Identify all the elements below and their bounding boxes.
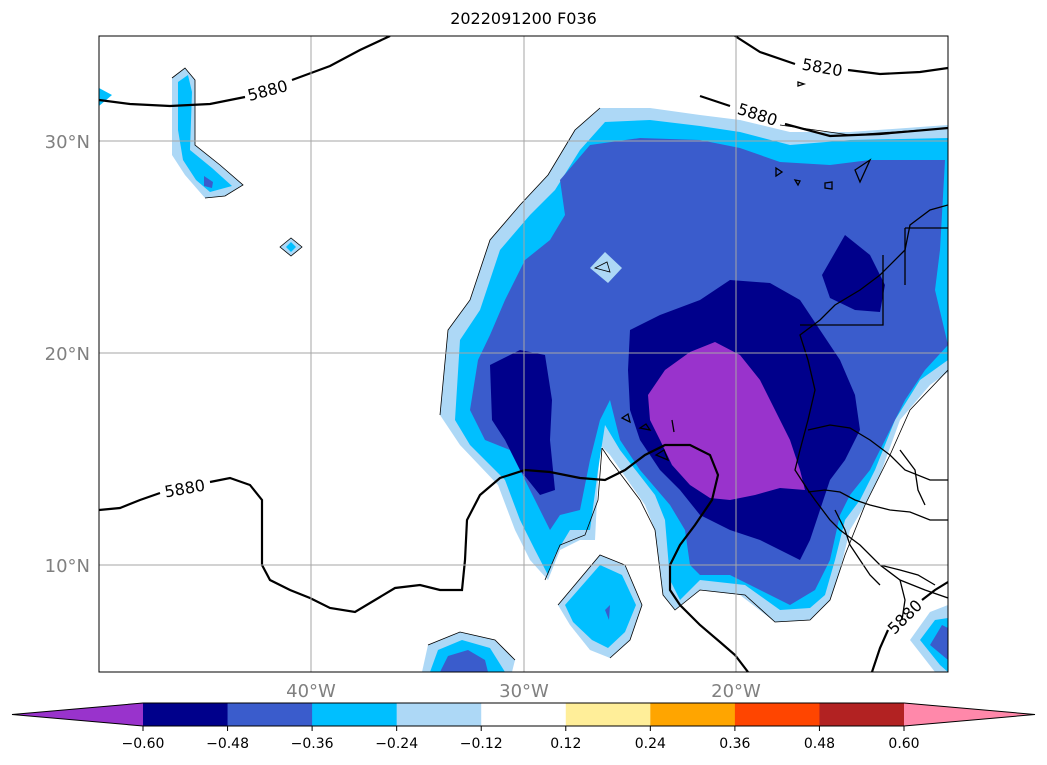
colorbar-tick-label: −0.24 <box>375 736 418 752</box>
colorbar-tick-label: 0.12 <box>550 736 581 752</box>
colorbar-tick-label: 0.36 <box>719 736 750 752</box>
colorbar-tick-label: −0.12 <box>460 736 503 752</box>
anomaly-light-spot <box>590 252 622 283</box>
colorbar-segment <box>312 703 398 726</box>
anomaly-navy-ne <box>822 235 885 312</box>
colorbar-tick-label: −0.60 <box>122 736 165 752</box>
colorbar-tick-label: 0.24 <box>635 736 666 752</box>
colorbar: −0.60 −0.48 −0.36 −0.24 −0.12 0.12 0.24 0.36 0.4… <box>11 702 1036 752</box>
anomaly-navy <box>490 350 555 495</box>
anomaly-purple <box>648 342 805 500</box>
colorbar-tick-label: −0.36 <box>291 736 334 752</box>
colorbar-segment <box>734 703 820 726</box>
colorbar-segment <box>143 703 229 726</box>
colorbar-extend-low <box>12 703 143 726</box>
colorbar-segment <box>481 703 567 726</box>
colorbar-segment <box>565 703 651 726</box>
map-frame <box>98 35 949 673</box>
lat-label-30n: 30°N <box>45 132 90 153</box>
colorbar-tick-label: −0.48 <box>206 736 249 752</box>
colorbar-segment <box>227 703 313 726</box>
lon-label-30w: 30°W <box>499 681 549 702</box>
lon-label-40w: 40°W <box>286 681 336 702</box>
colorbar-extend-high <box>904 703 1035 726</box>
lon-label-20w: 20°W <box>711 681 761 702</box>
colorbar-segment <box>819 703 905 726</box>
colorbar-tick-label: 0.60 <box>888 736 919 752</box>
coastline <box>620 81 948 621</box>
gridlines <box>99 36 948 672</box>
map-title: 2022091200 F036 <box>450 9 597 28</box>
colorbar-segment <box>396 703 482 726</box>
lat-label-10n: 10°N <box>45 556 90 577</box>
colorbar-segment <box>650 703 736 726</box>
colorbar-tick-label: 0.48 <box>804 736 835 752</box>
lat-label-20n: 20°N <box>45 344 90 365</box>
